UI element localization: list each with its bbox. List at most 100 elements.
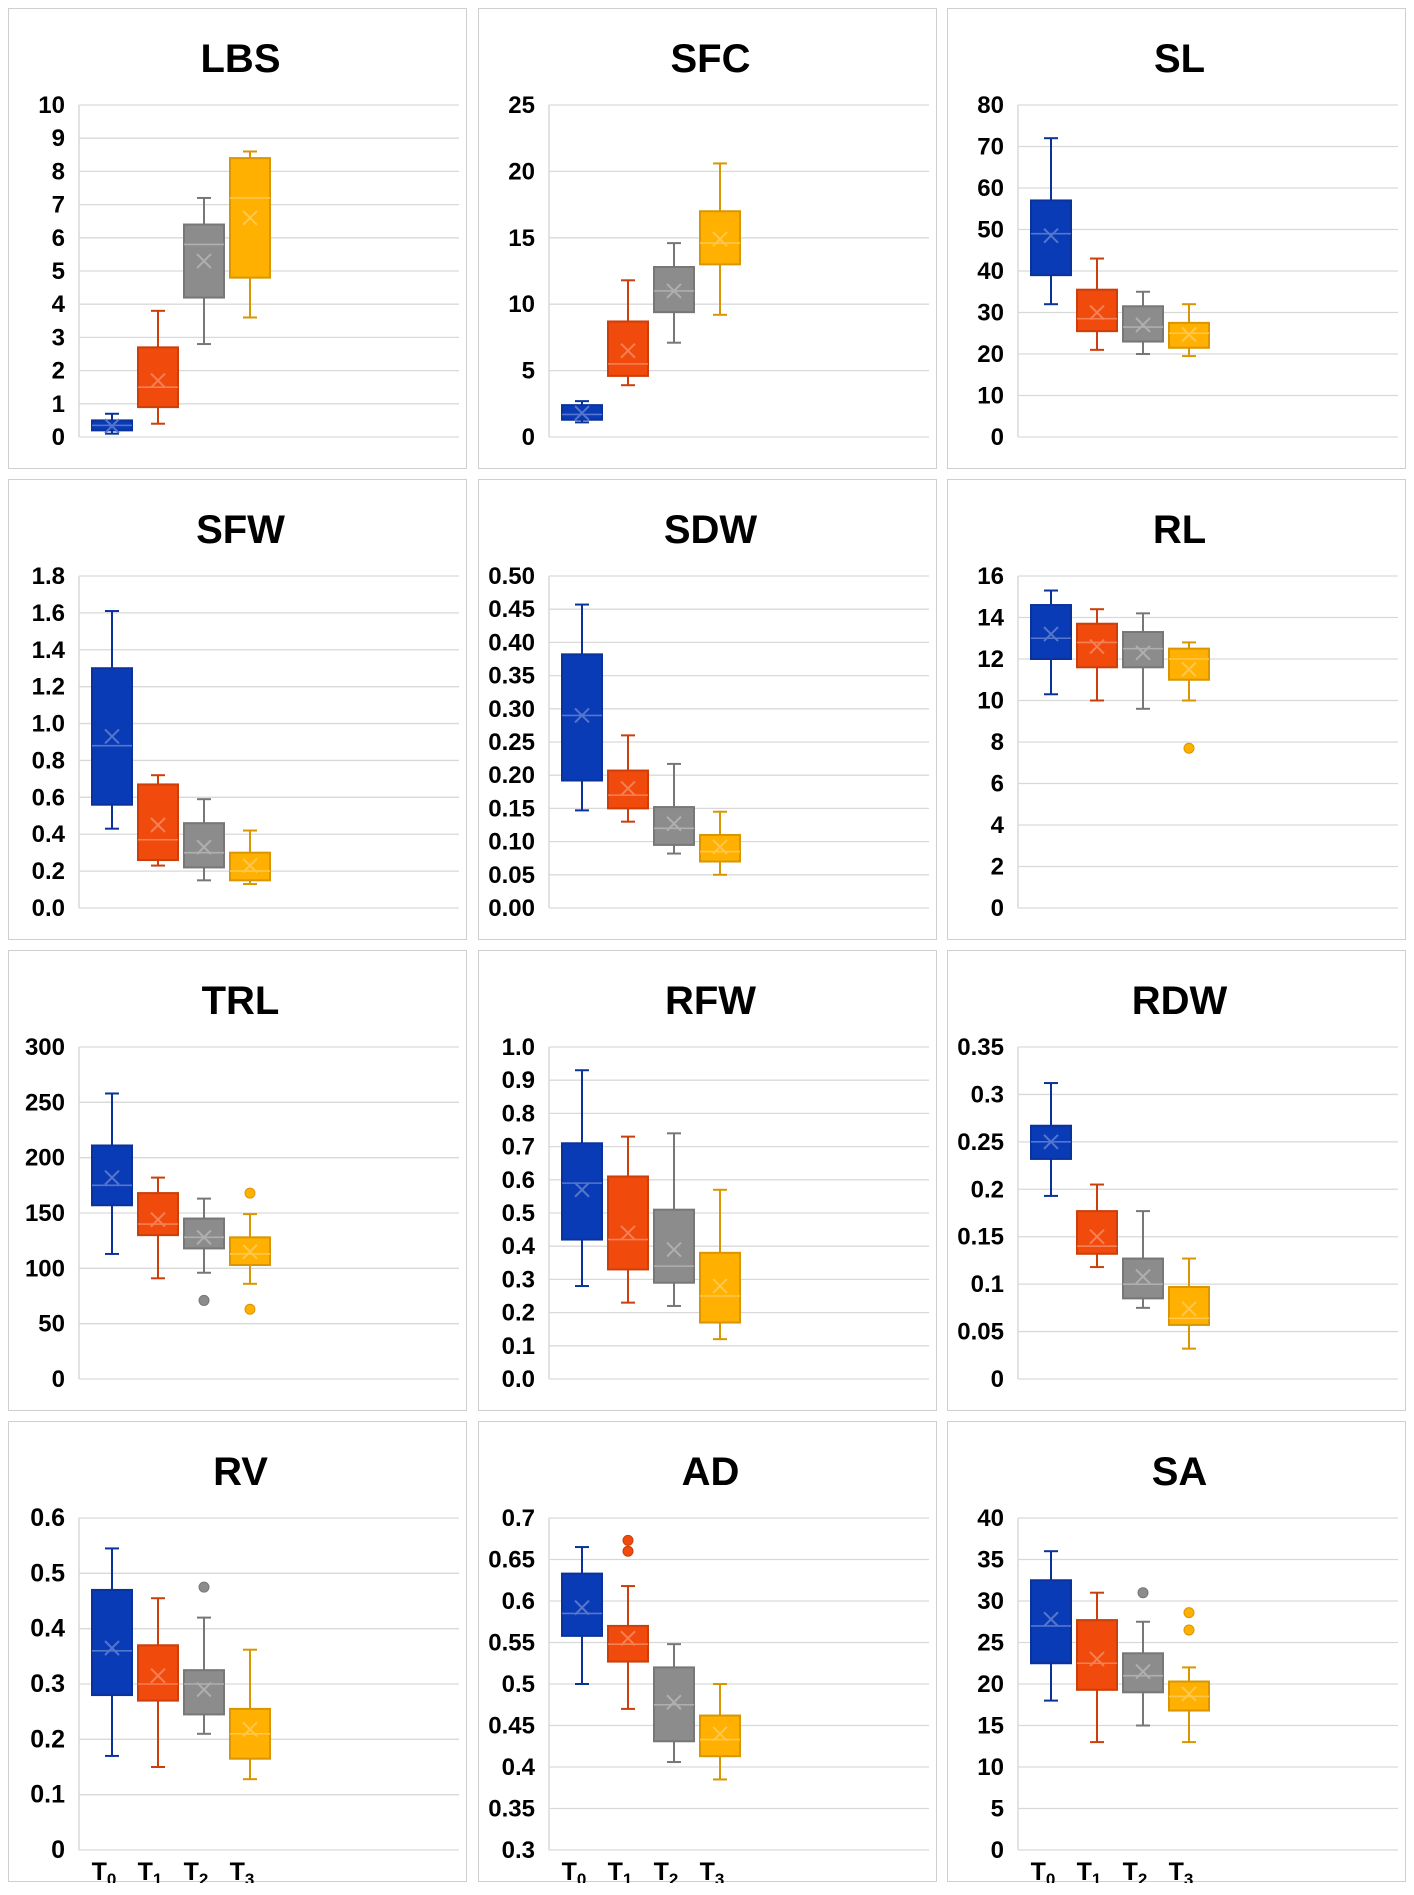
box-t0 xyxy=(91,1092,133,1255)
y-tick-label: 0.3 xyxy=(502,1266,535,1293)
box-t2 xyxy=(1122,290,1164,355)
y-tick-label: 4 xyxy=(52,291,66,318)
x-category-label: T0 xyxy=(92,1858,117,1883)
box-body xyxy=(561,1142,603,1241)
y-tick-label: 0.35 xyxy=(488,1796,535,1823)
chart-title: SDW xyxy=(664,508,758,552)
box-body xyxy=(1030,199,1072,277)
chart-title: TRL xyxy=(202,979,280,1023)
x-category-label: T2 xyxy=(184,1858,209,1883)
box-t3 xyxy=(1168,1607,1210,1744)
y-tick-label: 0.25 xyxy=(957,1129,1004,1156)
y-tick-label: 0.4 xyxy=(30,1615,65,1643)
y-tick-label: 60 xyxy=(977,175,1004,202)
outlier-point xyxy=(244,1187,256,1199)
y-tick-label: 0.7 xyxy=(502,1134,535,1161)
y-tick-label: 2 xyxy=(52,358,65,385)
mean-marker xyxy=(1043,1611,1059,1627)
box-t2 xyxy=(1122,612,1164,710)
chart-panel-sdw: SDW 0.00 0.05 0.10 0.15 0.20 0.25 0.30 0.35 0.40 0… xyxy=(478,479,937,940)
box-body xyxy=(137,1192,179,1237)
x-category-label: T0 xyxy=(562,1858,587,1883)
chart-title: LBS xyxy=(201,37,281,81)
mean-marker xyxy=(242,1721,258,1738)
mean-marker xyxy=(150,817,166,833)
y-tick-label: 25 xyxy=(977,1630,1004,1657)
chart-svg: RDW 0 0.05 0.1 0.15 0.2 0.25 0.3 0.35 xyxy=(957,979,1398,1393)
mean-marker xyxy=(666,283,682,299)
chart-panel-ad: AD 0.3 0.35 0.4 0.45 0.5 0.55 0.6 0.65 0.7 T0 T1 T2 T… xyxy=(478,1421,937,1883)
box-body xyxy=(1076,1210,1118,1255)
outlier-point xyxy=(1137,1587,1149,1599)
y-tick-label: 150 xyxy=(25,1200,65,1227)
x-category-label: T2 xyxy=(1123,1858,1148,1883)
chart-svg: RFW 0.0 0.1 0.2 0.3 0.4 0.5 0.6 0.7 0.8 0.9 1.0 xyxy=(502,979,929,1393)
y-tick-label: 1.4 xyxy=(32,637,66,664)
box-t1 xyxy=(137,1597,179,1768)
x-category-label: T0 xyxy=(1031,1858,1056,1883)
box-t3 xyxy=(699,1683,741,1781)
mean-marker xyxy=(242,1244,258,1260)
box-t1 xyxy=(1076,1183,1118,1269)
y-tick-label: 8 xyxy=(991,729,1004,756)
mean-marker xyxy=(196,1229,212,1246)
box-t2 xyxy=(183,798,225,882)
outlier-point xyxy=(622,1545,634,1557)
box-body xyxy=(183,1669,225,1716)
y-tick-label: 15 xyxy=(508,225,535,252)
box-t0 xyxy=(91,1547,133,1757)
box-body xyxy=(137,1644,179,1702)
chart-panel-trl: TRL 0 50 100 150 200 250 300 xyxy=(8,950,467,1411)
box-body xyxy=(1076,288,1118,333)
y-tick-label: 25 xyxy=(508,92,535,119)
box-t1 xyxy=(607,1534,649,1710)
mean-marker xyxy=(150,372,166,389)
mean-marker xyxy=(242,857,258,874)
outlier-point xyxy=(1183,1607,1195,1619)
y-tick-label: 10 xyxy=(38,92,65,119)
box-t3 xyxy=(229,150,271,319)
outlier-point xyxy=(198,1294,210,1306)
box-t2 xyxy=(653,1132,695,1307)
chart-svg: SL 0 10 20 30 40 50 60 70 80 xyxy=(977,37,1398,451)
mean-marker xyxy=(712,231,728,247)
chart-svg: SFC 0 5 10 15 20 25 xyxy=(508,37,929,451)
mean-marker xyxy=(1043,228,1059,244)
y-tick-label: 0.1 xyxy=(30,1781,65,1809)
y-tick-label: 0.15 xyxy=(957,1224,1004,1251)
box-t0 xyxy=(1030,589,1072,696)
box-t3 xyxy=(1168,303,1210,358)
mean-marker xyxy=(712,1726,728,1742)
chart-svg: RV 0 0.1 0.2 0.3 0.4 0.5 0.6 T0 T1 T2 T3 xyxy=(30,1450,459,1883)
chart-svg: SFW 0.0 0.2 0.4 0.6 0.8 1.0 1.2 1.4 1.6 1.8 xyxy=(32,508,459,922)
box-body xyxy=(183,822,225,869)
box-body xyxy=(91,1588,133,1697)
y-tick-label: 0 xyxy=(52,1366,65,1393)
chart-panel-sfw: SFW 0.0 0.2 0.4 0.6 0.8 1.0 1.2 1.4 1.6 1.8 xyxy=(8,479,467,940)
mean-marker xyxy=(1043,626,1059,642)
mean-marker xyxy=(104,1169,120,1186)
y-tick-label: 0.0 xyxy=(502,1366,535,1393)
y-tick-label: 0.10 xyxy=(488,829,535,856)
y-tick-label: 1.0 xyxy=(32,711,65,738)
y-tick-label: 250 xyxy=(25,1089,65,1116)
y-tick-label: 10 xyxy=(977,688,1004,715)
y-tick-label: 30 xyxy=(977,1588,1004,1615)
box-t3 xyxy=(229,1187,271,1315)
y-tick-label: 0.2 xyxy=(32,858,65,885)
box-t1 xyxy=(607,279,649,387)
y-tick-label: 40 xyxy=(977,258,1004,285)
y-tick-label: 0.15 xyxy=(488,795,535,822)
box-body xyxy=(1030,604,1072,661)
y-tick-label: 0.25 xyxy=(488,729,535,756)
box-t0 xyxy=(1030,1550,1072,1702)
mean-marker xyxy=(1181,661,1197,678)
mean-marker xyxy=(574,1182,590,1198)
chart-svg: AD 0.3 0.35 0.4 0.45 0.5 0.55 0.6 0.65 0.7 T0 T1 T2 T… xyxy=(488,1450,929,1883)
mean-marker xyxy=(620,342,636,359)
x-category-label: T3 xyxy=(700,1858,725,1883)
box-t1 xyxy=(607,734,649,823)
outlier-point xyxy=(622,1534,634,1546)
y-tick-label: 20 xyxy=(977,1671,1004,1698)
y-tick-label: 1.6 xyxy=(32,600,65,627)
